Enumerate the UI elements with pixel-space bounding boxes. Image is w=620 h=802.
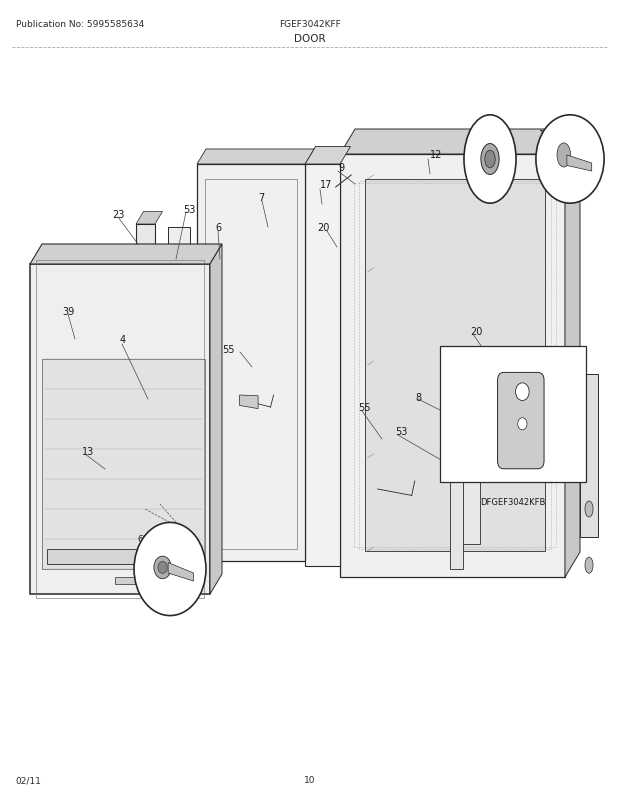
Polygon shape bbox=[30, 245, 222, 265]
Ellipse shape bbox=[518, 418, 527, 430]
Text: 23: 23 bbox=[510, 447, 523, 456]
Text: 55: 55 bbox=[358, 403, 371, 412]
Polygon shape bbox=[197, 164, 305, 561]
Polygon shape bbox=[567, 156, 591, 172]
Text: DFGEF3042KFB: DFGEF3042KFB bbox=[480, 497, 546, 506]
Ellipse shape bbox=[481, 144, 499, 176]
Text: 53: 53 bbox=[395, 427, 407, 436]
Ellipse shape bbox=[585, 501, 593, 517]
Ellipse shape bbox=[515, 383, 529, 401]
Ellipse shape bbox=[536, 115, 604, 204]
Text: 53: 53 bbox=[183, 205, 195, 215]
Text: 10B: 10B bbox=[467, 130, 484, 139]
Polygon shape bbox=[580, 375, 598, 537]
Text: 9: 9 bbox=[339, 163, 345, 172]
Polygon shape bbox=[305, 164, 340, 566]
Text: 20: 20 bbox=[470, 326, 482, 337]
Polygon shape bbox=[136, 225, 155, 559]
Ellipse shape bbox=[141, 420, 153, 438]
Polygon shape bbox=[30, 265, 210, 594]
Polygon shape bbox=[305, 148, 350, 164]
Polygon shape bbox=[47, 549, 198, 564]
Text: 4: 4 bbox=[120, 334, 126, 345]
Ellipse shape bbox=[585, 557, 593, 573]
Text: 7: 7 bbox=[258, 192, 264, 203]
Text: 10: 10 bbox=[539, 130, 551, 139]
Text: DOOR: DOOR bbox=[294, 34, 326, 43]
Text: 6: 6 bbox=[215, 223, 221, 233]
Polygon shape bbox=[168, 228, 190, 557]
Text: 13: 13 bbox=[82, 447, 94, 456]
Text: 55: 55 bbox=[223, 345, 235, 354]
Ellipse shape bbox=[557, 144, 570, 168]
Polygon shape bbox=[462, 367, 480, 545]
Ellipse shape bbox=[154, 557, 171, 579]
Text: 39: 39 bbox=[62, 306, 74, 317]
Text: 23: 23 bbox=[112, 210, 125, 220]
Text: 60B: 60B bbox=[137, 535, 154, 544]
Polygon shape bbox=[340, 130, 580, 155]
Polygon shape bbox=[340, 155, 565, 577]
Text: 20: 20 bbox=[317, 223, 330, 233]
Ellipse shape bbox=[158, 561, 167, 573]
Polygon shape bbox=[210, 245, 222, 594]
Ellipse shape bbox=[134, 523, 206, 616]
Polygon shape bbox=[239, 395, 258, 409]
Polygon shape bbox=[115, 577, 160, 585]
Text: FGEF3042KFF: FGEF3042KFF bbox=[279, 20, 341, 29]
Text: 17: 17 bbox=[320, 180, 332, 190]
Polygon shape bbox=[565, 130, 580, 577]
Text: 02/11: 02/11 bbox=[16, 776, 42, 784]
Text: 18: 18 bbox=[446, 358, 458, 367]
Text: 17: 17 bbox=[485, 427, 497, 436]
Polygon shape bbox=[136, 213, 162, 225]
Text: Publication No: 5995585634: Publication No: 5995585634 bbox=[16, 20, 144, 29]
Polygon shape bbox=[42, 359, 205, 569]
Ellipse shape bbox=[464, 115, 516, 204]
FancyBboxPatch shape bbox=[440, 346, 586, 483]
Text: 10: 10 bbox=[304, 776, 316, 784]
Polygon shape bbox=[450, 439, 463, 569]
Ellipse shape bbox=[485, 151, 495, 168]
Polygon shape bbox=[365, 180, 545, 551]
Text: 8: 8 bbox=[415, 392, 421, 403]
FancyBboxPatch shape bbox=[497, 373, 544, 469]
Polygon shape bbox=[197, 150, 314, 164]
Polygon shape bbox=[168, 563, 193, 581]
Text: 12: 12 bbox=[430, 150, 443, 160]
